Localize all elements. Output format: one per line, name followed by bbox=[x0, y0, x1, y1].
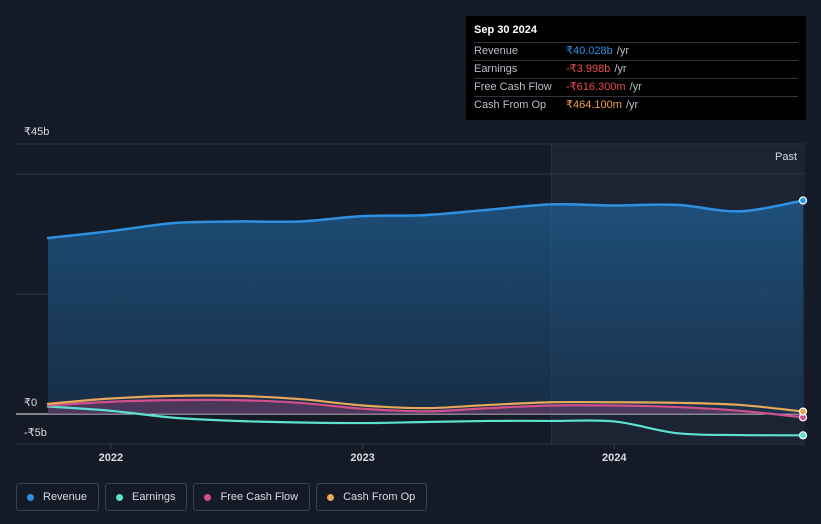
legend-dot-icon bbox=[204, 493, 212, 501]
series-endpoints bbox=[798, 196, 808, 440]
legend-label: Earnings bbox=[132, 491, 176, 503]
past-label: Past bbox=[775, 151, 797, 163]
earnings-line bbox=[46, 405, 805, 437]
tooltip-label: Revenue bbox=[474, 45, 519, 57]
series-fills bbox=[48, 200, 803, 418]
tooltip-label: Free Cash Flow bbox=[474, 81, 552, 93]
x-tick-label: 2024 bbox=[602, 452, 627, 464]
earnings-endpoint bbox=[798, 431, 808, 440]
x-tick-label: 2023 bbox=[350, 452, 374, 464]
x-tick-label: 2022 bbox=[99, 452, 123, 464]
tooltip-value: ₹464.100m bbox=[566, 99, 622, 111]
tooltip-value: ₹40.028b bbox=[566, 45, 613, 57]
y-tick-label: ₹45b bbox=[24, 126, 49, 138]
y-axis-labels: ₹45b ₹0 -₹5b bbox=[24, 126, 49, 439]
legend-item-free-cash-flow[interactable]: Free Cash Flow bbox=[193, 483, 311, 511]
tooltip-value: -₹3.998b bbox=[566, 63, 611, 75]
tooltip-row-cash-from-op: Cash From Op ₹464.100m /yr bbox=[474, 96, 798, 114]
revenue-area bbox=[48, 200, 803, 414]
legend-label: Revenue bbox=[43, 491, 88, 503]
legend-dot-icon bbox=[327, 493, 335, 501]
tooltip-value: -₹616.300m bbox=[566, 81, 626, 93]
cash-from-op-endpoint bbox=[798, 407, 808, 416]
tooltip-unit: /yr bbox=[629, 81, 642, 93]
tooltip: Sep 30 2024 Revenue ₹40.028b /yr Earning… bbox=[466, 16, 806, 120]
revenue-endpoint bbox=[798, 196, 808, 205]
legend-item-cash-from-op[interactable]: Cash From Op bbox=[316, 483, 428, 511]
free-cash-flow-line bbox=[46, 398, 805, 419]
legend-label: Free Cash Flow bbox=[220, 491, 299, 503]
x-axis-labels: 2022 2023 2024 bbox=[99, 444, 627, 464]
tooltip-row-revenue: Revenue ₹40.028b /yr bbox=[474, 42, 798, 60]
tooltip-row-earnings: Earnings -₹3.998b /yr bbox=[474, 60, 798, 78]
tooltip-unit: /yr bbox=[614, 63, 627, 75]
legend-dot-icon bbox=[116, 493, 124, 501]
tooltip-date: Sep 30 2024 bbox=[474, 24, 537, 36]
legend: Revenue Earnings Free Cash Flow Cash Fro… bbox=[16, 483, 428, 511]
tooltip-label: Earnings bbox=[474, 63, 518, 75]
series-lines bbox=[46, 199, 805, 437]
legend-dot-icon bbox=[27, 493, 34, 501]
y-tick-label: ₹0 bbox=[24, 397, 37, 409]
legend-item-earnings[interactable]: Earnings bbox=[105, 483, 188, 511]
legend-item-revenue[interactable]: Revenue bbox=[16, 483, 100, 511]
tooltip-unit: /yr bbox=[625, 99, 639, 111]
free-cash-flow-area bbox=[48, 399, 803, 418]
tooltip-label: Cash From Op bbox=[474, 99, 547, 111]
legend-label: Cash From Op bbox=[343, 491, 416, 503]
revenue-line bbox=[46, 199, 805, 240]
tooltip-row-free-cash-flow: Free Cash Flow -₹616.300m /yr bbox=[474, 78, 798, 96]
cash-from-op-line bbox=[46, 394, 805, 413]
tooltip-unit: /yr bbox=[616, 45, 629, 57]
y-tick-label: -₹5b bbox=[24, 427, 47, 439]
